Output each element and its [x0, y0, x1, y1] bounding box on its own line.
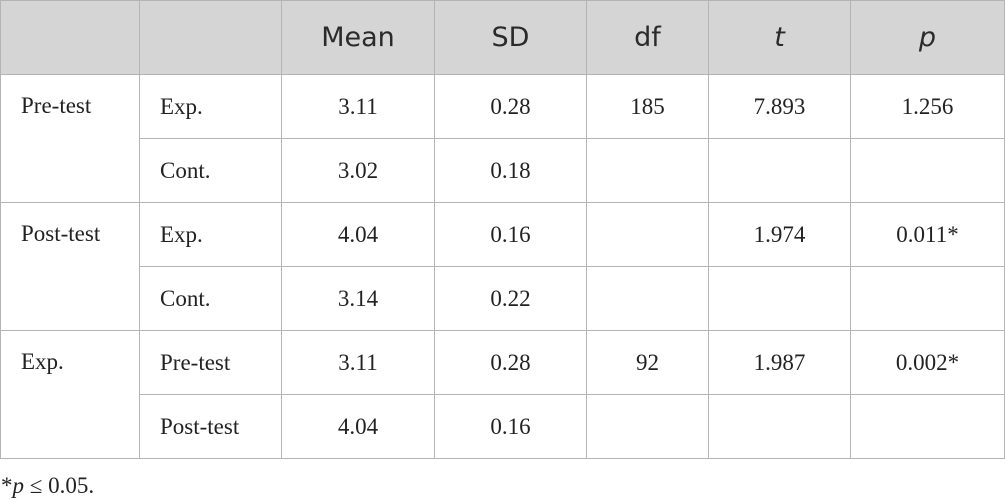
row-label: Exp. [139, 202, 282, 267]
empty-cell [708, 394, 851, 459]
empty-cell [850, 266, 1005, 331]
footnote-marker: * [1, 473, 13, 498]
empty-cell [850, 138, 1005, 203]
table-row: Cont. 3.02 0.18 [1, 138, 1005, 203]
row-label: Cont. [139, 138, 282, 203]
table-row: Post-test Exp. 4.04 0.16 1.974 0.011* [0, 202, 1005, 331]
table-row: Exp. Pre-test 3.11 0.28 92 1.987 0.002* [0, 330, 1005, 459]
value-cell: 7.893 [708, 74, 851, 139]
group-label: Pre-test [21, 93, 92, 118]
footnote-symbol: p [12, 473, 25, 498]
empty-cell [586, 394, 709, 459]
value-cell: 92 [586, 330, 709, 395]
header-cell [0, 0, 140, 75]
row-label: Cont. [139, 266, 282, 331]
value-cell: 0.002* [850, 330, 1005, 395]
value-cell: 1.256 [850, 74, 1005, 139]
group-label-cell: Exp. [0, 330, 140, 459]
header-cell: p [850, 0, 1005, 75]
header-row: Mean SD df t p [0, 0, 1005, 75]
footnote: *p ≤ 0.05. [0, 473, 1005, 499]
table-row: Cont. 3.14 0.22 [1, 266, 1005, 331]
value-cell: 0.28 [434, 330, 587, 395]
row-label: Post-test [139, 394, 282, 459]
value-cell: 0.16 [434, 202, 587, 267]
empty-cell [586, 138, 709, 203]
table-body: Pre-test Exp. 3.11 0.28 185 7.893 1.256 Cont. 3.… [0, 74, 1005, 459]
empty-cell [586, 266, 709, 331]
value-cell: 3.11 [281, 74, 435, 139]
value-cell: 0.28 [434, 74, 587, 139]
value-cell: 3.02 [281, 138, 435, 203]
empty-cell [708, 138, 851, 203]
value-cell: 3.11 [281, 330, 435, 395]
results-table: Mean SD df t p Pre-test Exp. 3.11 0.28 185 7.893 1… [0, 0, 1005, 459]
group-label: Exp. [21, 349, 64, 374]
header-cell: df [586, 0, 709, 75]
value-cell: 4.04 [281, 394, 435, 459]
value-cell: 0.22 [434, 266, 587, 331]
table-row: Pre-test Exp. 3.11 0.28 185 7.893 1.256 [0, 74, 1005, 203]
group-label-cell: Pre-test [0, 74, 140, 203]
value-cell: 0.18 [434, 138, 587, 203]
empty-cell [586, 202, 709, 267]
value-cell: 4.04 [281, 202, 435, 267]
value-cell: 3.14 [281, 266, 435, 331]
footnote-text: ≤ 0.05. [24, 473, 95, 498]
value-cell: 1.974 [708, 202, 851, 267]
header-cell: Mean [281, 0, 435, 75]
header-cell: SD [434, 0, 587, 75]
empty-cell [708, 266, 851, 331]
header-cell: t [708, 0, 851, 75]
value-cell: 1.987 [708, 330, 851, 395]
group-label: Post-test [21, 221, 101, 246]
value-cell: 0.011* [850, 202, 1005, 267]
empty-cell [850, 394, 1005, 459]
table-row: Post-test 4.04 0.16 [1, 394, 1005, 459]
header-cell [139, 0, 282, 75]
value-cell: 0.16 [434, 394, 587, 459]
row-label: Pre-test [139, 330, 282, 395]
row-label: Exp. [139, 74, 282, 139]
value-cell: 185 [586, 74, 709, 139]
group-label-cell: Post-test [0, 202, 140, 331]
